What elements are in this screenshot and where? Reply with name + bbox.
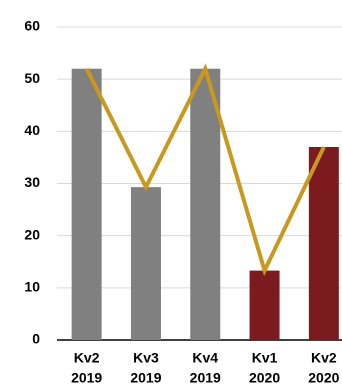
bar: [130, 187, 161, 340]
x-tick-label: 2019: [190, 370, 221, 386]
bar: [249, 270, 280, 340]
x-tick-label: 2020: [308, 370, 339, 386]
x-tick-label: 2019: [71, 370, 102, 386]
x-tick-label: 2019: [130, 370, 161, 386]
y-tick-label: 0: [32, 331, 40, 347]
y-tick-label: 10: [24, 279, 40, 295]
y-tick-label: 40: [24, 122, 40, 138]
y-tick-label: 60: [24, 18, 40, 34]
x-tick-label: Kv4: [192, 350, 218, 366]
bar: [308, 146, 339, 340]
bar: [71, 68, 102, 340]
x-tick-label: Kv2: [311, 350, 337, 366]
x-tick-label: Kv3: [133, 350, 159, 366]
line: [84, 63, 326, 277]
y-tick-label: 30: [24, 174, 40, 190]
bar: [190, 68, 221, 340]
y-tick-label: 20: [24, 226, 40, 242]
y-tick-label: 50: [24, 70, 40, 86]
x-tick-label: 2020: [249, 370, 280, 386]
x-tick-label: Kv1: [252, 350, 278, 366]
x-tick-label: Kv2: [74, 350, 100, 366]
